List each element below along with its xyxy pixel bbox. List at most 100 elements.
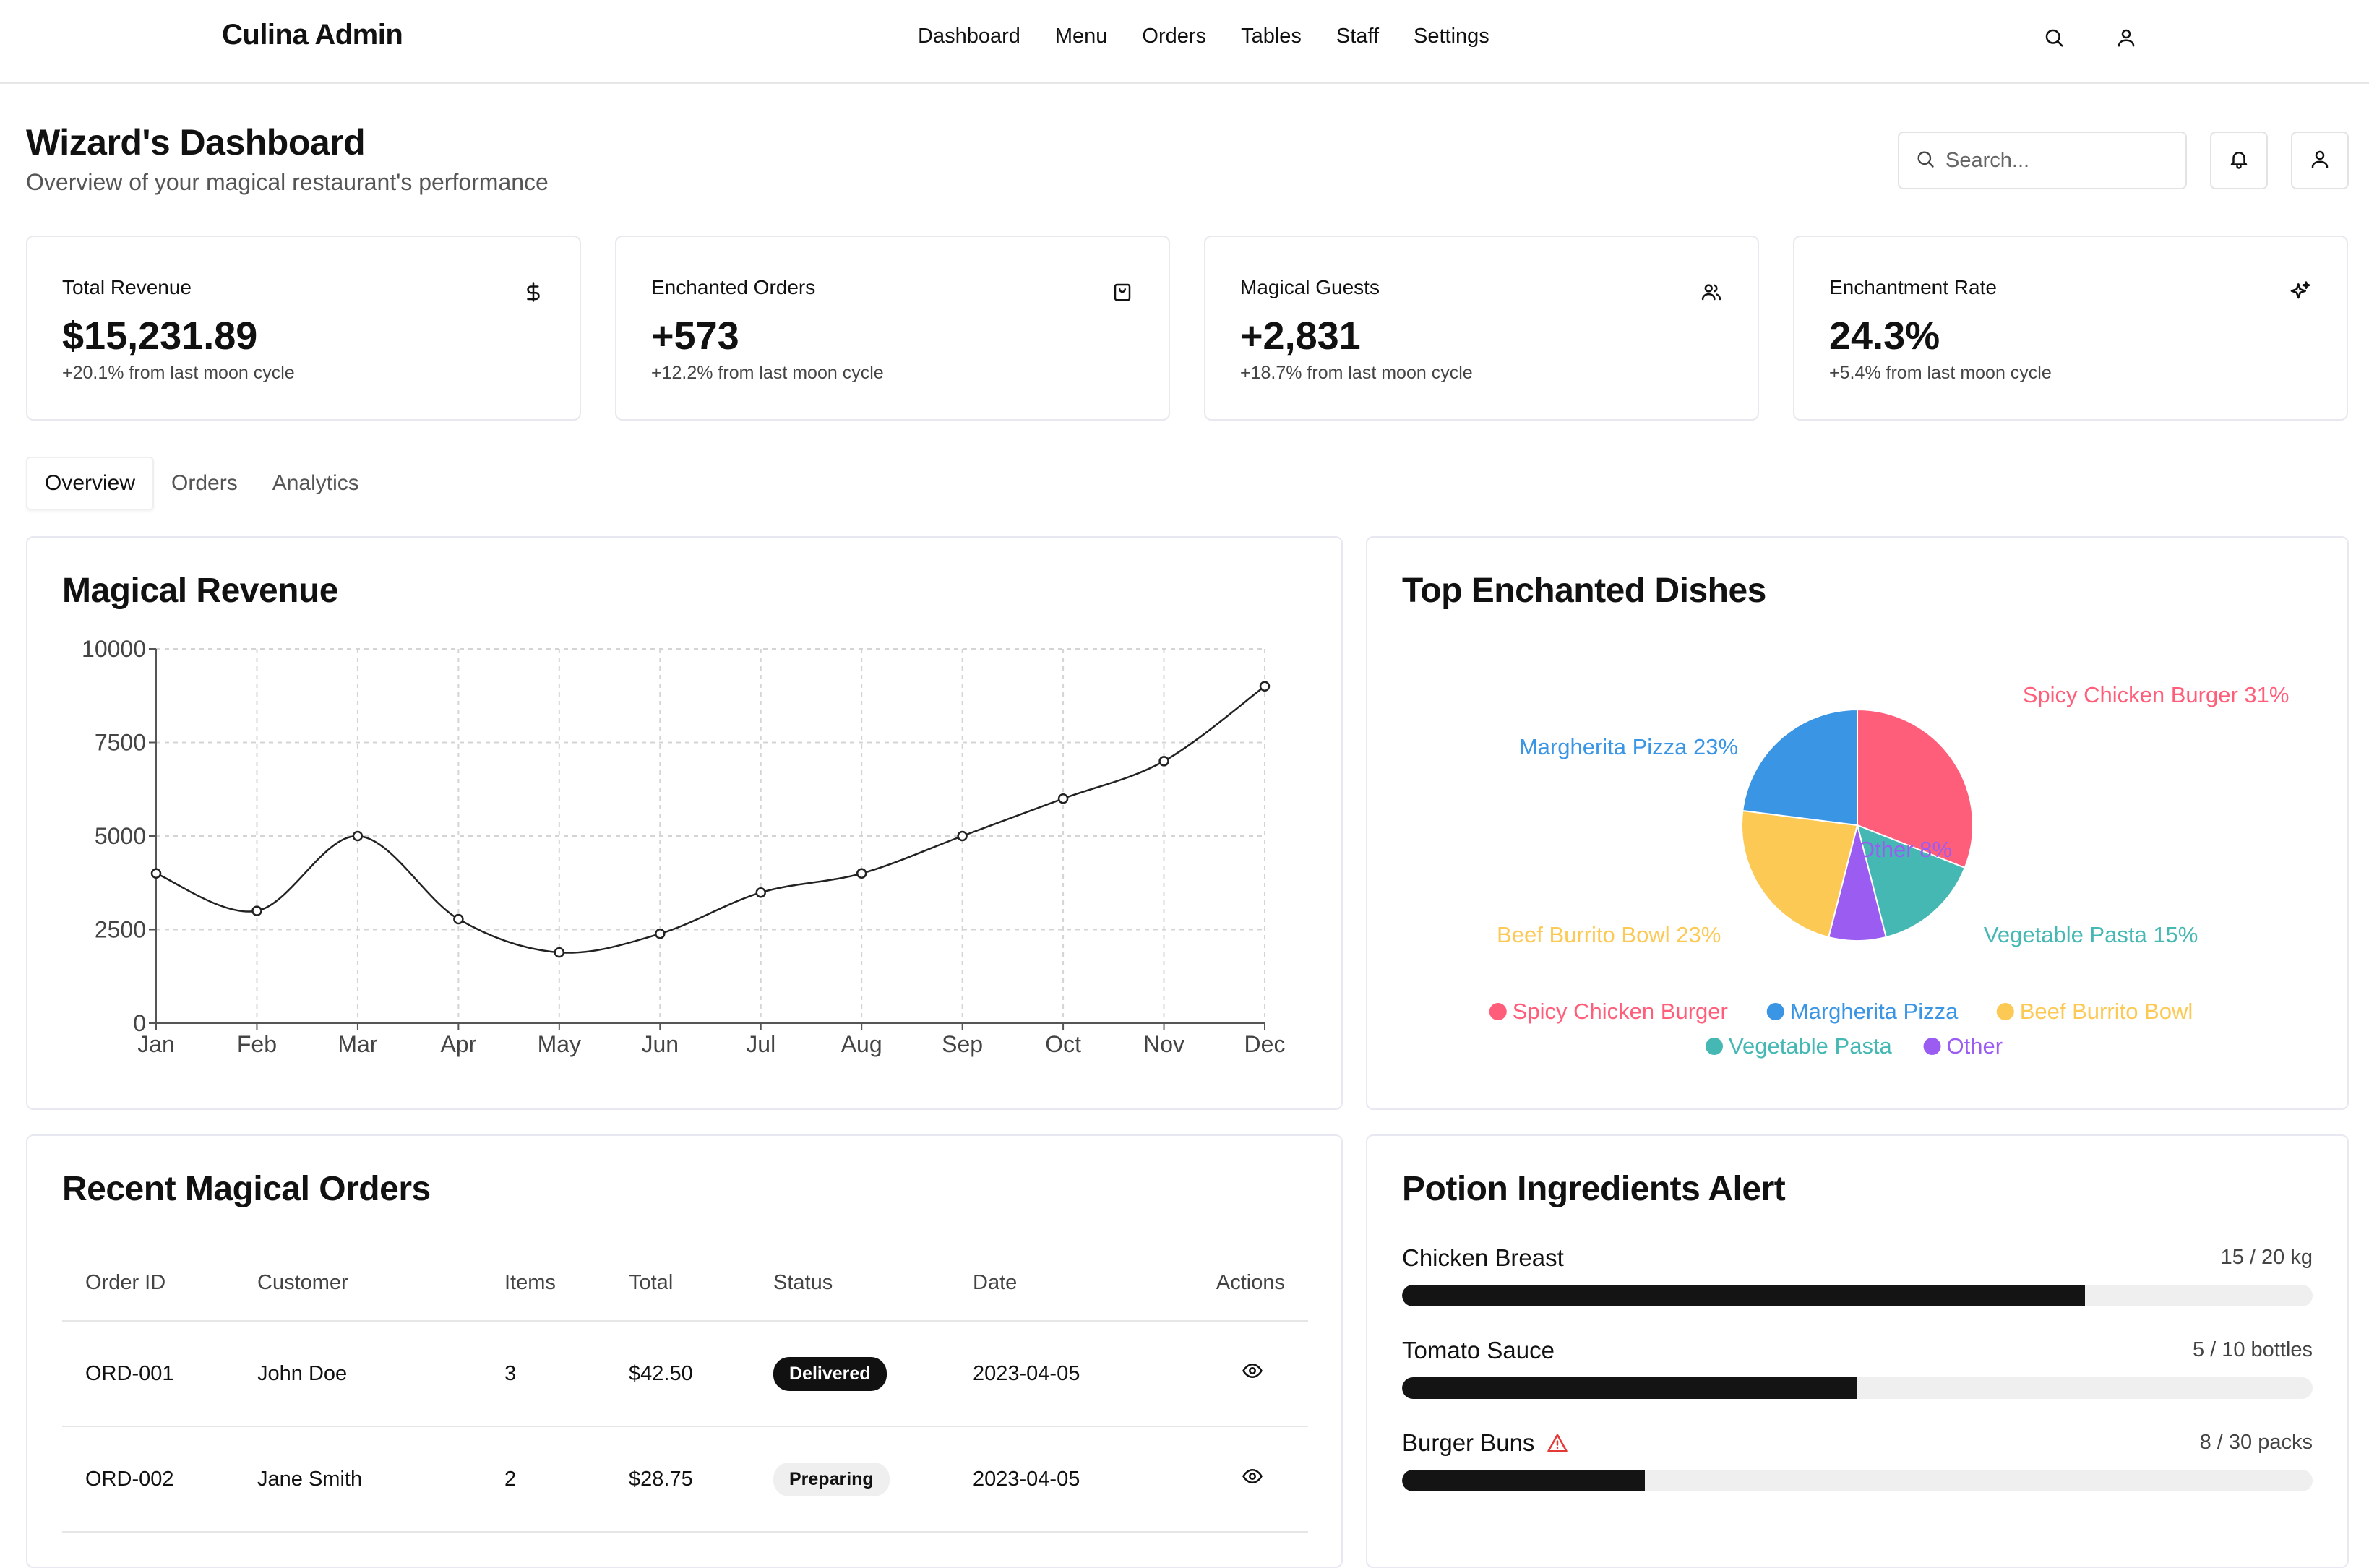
legend-swatch <box>1489 1003 1507 1020</box>
nav-orders[interactable]: Orders <box>1142 25 1207 48</box>
data-point[interactable] <box>957 830 968 842</box>
slice-label: Beef Burrito Bowl 23% <box>1497 922 1721 947</box>
col-status: Status <box>750 1246 950 1322</box>
slice-label: Vegetable Pasta 15% <box>1984 922 2198 947</box>
nav-icons <box>2038 22 2142 53</box>
nav-menu[interactable]: Menu <box>1054 25 1108 48</box>
view-order-button[interactable] <box>1242 1360 1285 1387</box>
data-point[interactable] <box>251 905 262 916</box>
stat-label: Enchantment Rate <box>1829 276 1997 298</box>
y-tick-label: 10000 <box>82 636 146 662</box>
col-items: Items <box>481 1246 606 1322</box>
stock-progress-fill <box>1402 1377 1857 1399</box>
stat-change: +20.1% from last moon cycle <box>62 363 295 383</box>
pie-slice[interactable] <box>1741 809 1859 939</box>
nav-staff[interactable]: Staff <box>1336 25 1380 48</box>
view-order-button[interactable] <box>1242 1465 1285 1493</box>
data-point[interactable] <box>655 928 666 939</box>
legend-label[interactable]: Vegetable Pasta <box>1729 1033 1893 1059</box>
nav-dashboard[interactable]: Dashboard <box>918 25 1020 48</box>
search-icon[interactable] <box>2038 22 2070 53</box>
ingredients-panel: Potion Ingredients Alert Chicken Breast … <box>1366 1134 2349 1568</box>
panel-title: Recent Magical Orders <box>62 1170 431 1208</box>
panel-title: Magical Revenue <box>62 572 338 610</box>
tab-overview[interactable]: Overview <box>26 457 155 510</box>
order-items: 3 <box>481 1321 606 1427</box>
legend-label[interactable]: Beef Burrito Bowl <box>2020 999 2193 1024</box>
orders-table: Order ID Customer Items Total Status Dat… <box>62 1246 1308 1533</box>
x-tick-label: Feb <box>237 1031 277 1057</box>
legend-label[interactable]: Other <box>1947 1033 2003 1059</box>
panel-title: Potion Ingredients Alert <box>1402 1170 1786 1208</box>
nav-tables[interactable]: Tables <box>1241 25 1302 48</box>
stat-card-orders: Enchanted Orders +573 +12.2% from last m… <box>615 236 1170 421</box>
notifications-button[interactable] <box>2210 132 2268 189</box>
tab-orders[interactable]: Orders <box>171 471 238 495</box>
dollar-icon <box>520 279 546 305</box>
col-order-id: Order ID <box>62 1246 234 1322</box>
data-point[interactable] <box>1158 756 1169 767</box>
stock-progress-fill <box>1402 1470 1646 1491</box>
order-total: $42.50 <box>606 1321 750 1427</box>
legend-swatch <box>1996 1003 2014 1020</box>
pie-slice[interactable] <box>1857 708 1974 869</box>
legend-swatch <box>1766 1003 1784 1020</box>
dishes-panel: Top Enchanted Dishes Spicy Chicken Burge… <box>1366 536 2349 1110</box>
pie-slice[interactable] <box>1742 708 1858 827</box>
x-tick-label: Mar <box>337 1031 377 1057</box>
stat-change: +12.2% from last moon cycle <box>651 363 884 383</box>
data-point[interactable] <box>1259 681 1271 692</box>
ingredient-name: Tomato Sauce <box>1402 1337 1555 1364</box>
order-items: 2 <box>481 1426 606 1533</box>
table-row: ORD-002 Jane Smith 2 $28.75 Preparing 20… <box>62 1426 1308 1533</box>
tab-analytics[interactable]: Analytics <box>272 471 359 495</box>
dashboard-tabs: Overview Orders Analytics <box>26 457 377 510</box>
x-tick-label: Sep <box>942 1031 983 1057</box>
brand-logo[interactable]: Culina Admin <box>222 19 403 51</box>
profile-button[interactable] <box>2291 132 2349 189</box>
data-point[interactable] <box>453 913 464 925</box>
slice-label: Other 8% <box>1857 837 1952 862</box>
data-point[interactable] <box>150 868 162 879</box>
data-point[interactable] <box>554 947 565 958</box>
chart-legend: Spicy Chicken Burger Margherita Pizza Beef… <box>1489 999 2193 1059</box>
ingredient-name-text: Tomato Sauce <box>1402 1337 1555 1364</box>
order-total: $28.75 <box>606 1426 750 1533</box>
legend-label[interactable]: Margherita Pizza <box>1790 999 1959 1024</box>
slice-label: Spicy Chicken Burger 31% <box>2023 682 2290 707</box>
data-point[interactable] <box>755 887 766 898</box>
stat-value: 24.3% <box>1829 314 1940 358</box>
ingredient-qty: 5 / 10 bottles <box>2192 1338 2313 1361</box>
x-tick-label: Jan <box>137 1031 175 1057</box>
stat-label: Enchanted Orders <box>651 276 816 298</box>
order-id: ORD-002 <box>62 1426 234 1533</box>
main-nav: Dashboard Menu Orders Tables Staff Setti… <box>918 25 1524 48</box>
legend-label[interactable]: Spicy Chicken Burger <box>1513 999 1728 1024</box>
revenue-panel: Magical Revenue 0 2500 5000 7500 10000 Jan Feb… <box>26 536 1343 1110</box>
pie-slice[interactable] <box>1856 824 1966 939</box>
user-icon[interactable] <box>2110 22 2142 53</box>
data-point[interactable] <box>1057 793 1069 804</box>
y-tick-label: 2500 <box>95 917 146 943</box>
col-total: Total <box>606 1246 750 1322</box>
ingredient-name-text: Burger Buns <box>1402 1429 1535 1456</box>
nav-settings[interactable]: Settings <box>1414 25 1489 48</box>
sparkles-icon <box>2287 279 2313 305</box>
x-tick-label: Apr <box>440 1031 476 1057</box>
x-tick-label: Aug <box>841 1031 882 1057</box>
order-date: 2023-04-05 <box>950 1426 1152 1533</box>
stat-card-guests: Magical Guests +2,831 +18.7% from last m… <box>1204 236 1759 421</box>
alert-triangle-icon <box>1546 1432 1569 1454</box>
stock-progress-bar <box>1402 1470 2313 1491</box>
x-tick-label: Nov <box>1143 1031 1184 1057</box>
user-icon <box>2309 148 2331 173</box>
order-status-cell: Delivered <box>750 1321 950 1427</box>
stat-change: +5.4% from last moon cycle <box>1829 363 2052 383</box>
ingredient-name: Burger Buns <box>1402 1429 1569 1457</box>
data-point[interactable] <box>352 830 364 842</box>
col-date: Date <box>950 1246 1152 1322</box>
order-actions-cell <box>1152 1426 1308 1533</box>
stat-value: +2,831 <box>1240 314 1361 358</box>
data-point[interactable] <box>856 868 867 879</box>
search-input[interactable] <box>1945 148 2177 173</box>
